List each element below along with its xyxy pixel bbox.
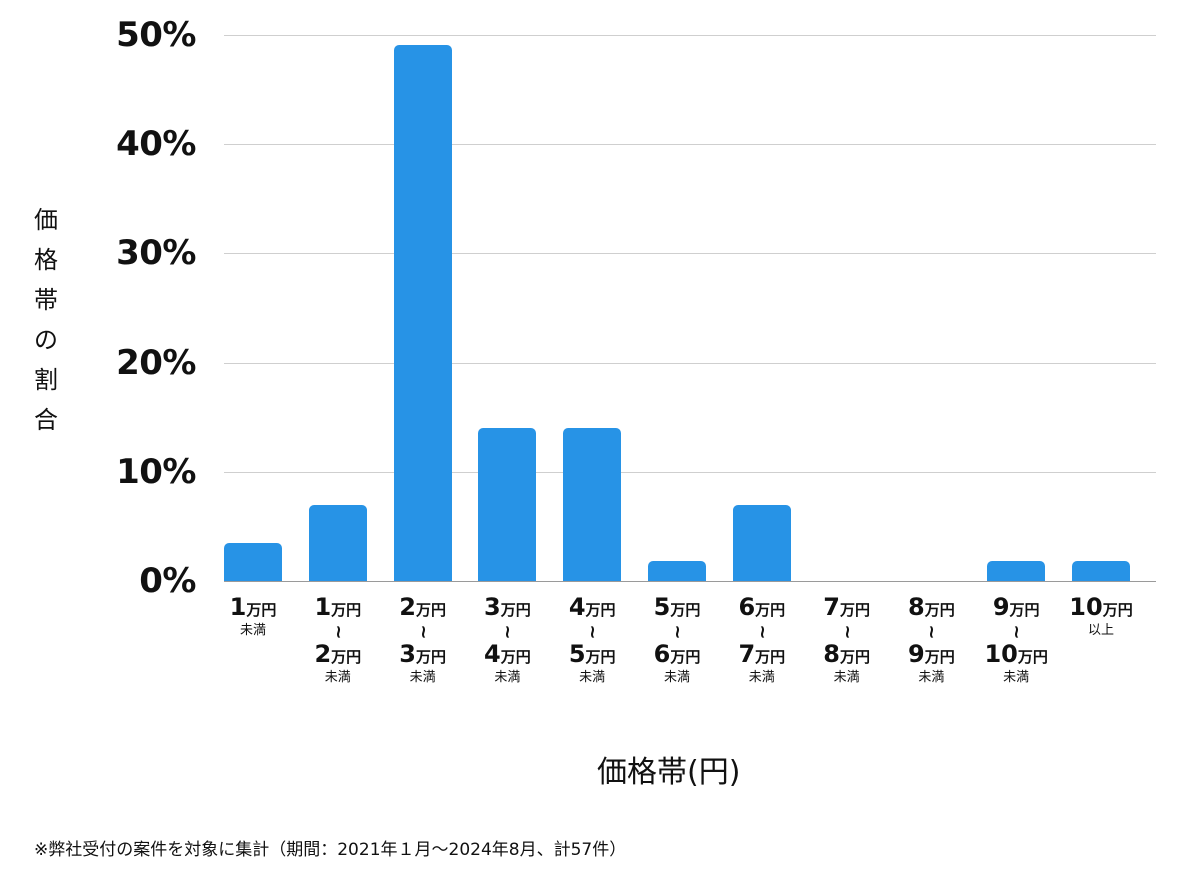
y-axis-label: 価格帯の割合: [30, 200, 62, 440]
y-tick-label: 10%: [116, 451, 196, 492]
bar: [308, 504, 367, 581]
y-axis-label-char: の: [34, 326, 58, 354]
x-category-label: 4万円 ~5万円 未満: [568, 593, 616, 685]
x-category-label: 2万円 ~3万円 未満: [399, 593, 446, 685]
x-category-label: 9万円 ~10万円 未満: [984, 593, 1048, 685]
y-axis-label-char: 価: [34, 206, 58, 234]
gridline: [224, 253, 1156, 255]
y-tick-label: 20%: [116, 342, 196, 383]
gridline: [224, 471, 1156, 473]
gridline: [224, 362, 1156, 364]
y-tick-label: 30%: [116, 233, 196, 274]
gridline: [224, 144, 1156, 146]
bar: [1072, 561, 1130, 581]
y-axis-label-char: 割: [34, 366, 58, 394]
x-axis-label: 価格帯(円): [597, 755, 741, 790]
footnote: ※弊社受付の案件を対象に集計（期間：2021年１月〜2024年8月、計57件）: [34, 840, 627, 860]
x-axis-baseline: [224, 581, 1156, 582]
y-tick-label: 50%: [116, 15, 196, 55]
x-category-label: 7万円 ~8万円 未満: [823, 593, 870, 685]
y-tick-label: 40%: [116, 124, 196, 165]
bar: [224, 542, 282, 581]
y-tick-label: 0%: [139, 561, 196, 601]
y-axis-label-char: 帯: [34, 286, 58, 314]
x-category-label: 6万円 ~7万円 未満: [738, 593, 786, 685]
y-axis-label-char: 合: [34, 406, 58, 434]
x-category-label: 8万円 ~9万円 未満: [908, 593, 955, 685]
bar: [987, 561, 1046, 581]
x-category-label: 5万円 ~6万円 未満: [653, 593, 701, 685]
bar: [478, 428, 537, 581]
x-category-label: 3万円 ~4万円 未満: [484, 593, 531, 685]
bar: [648, 561, 706, 581]
bar: [563, 428, 622, 581]
gridline: [224, 35, 1156, 36]
bar: [732, 504, 791, 581]
bar: [393, 44, 452, 581]
x-category-label: 1万円 ~2万円 未満: [314, 593, 362, 685]
x-category-label: 1万円 未満: [229, 593, 277, 638]
plot-area: [224, 35, 1156, 582]
x-category-label: 10万円 以上: [1069, 593, 1133, 638]
y-axis-label-char: 格: [34, 246, 58, 274]
